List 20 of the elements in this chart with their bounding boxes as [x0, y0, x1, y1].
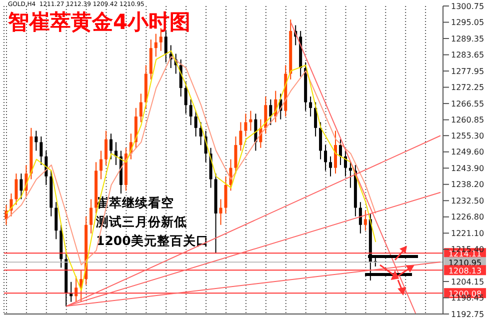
y-tick-label: 1243.90: [451, 164, 484, 173]
ref-line-label: 1210.95: [448, 258, 482, 268]
y-tick-label: 1204.15: [451, 277, 484, 286]
ref-line-label: 1208.13: [448, 266, 482, 276]
y-tick-label: 1249.60: [451, 148, 484, 157]
y-tick-label: 1255.30: [451, 131, 484, 140]
y-tick-label: 1289.35: [451, 34, 484, 44]
y-tick-label: 1277.95: [451, 66, 484, 76]
y-tick-label: 1295.05: [451, 18, 484, 28]
chart-title: 智崔萃黄金4小时图: [8, 9, 191, 36]
y-tick-label: 1192.75: [451, 310, 484, 319]
y-tick-label: 1300.75: [451, 2, 484, 11]
y-tick-label: 1226.80: [451, 212, 484, 222]
y-tick-label: 1221.10: [451, 228, 484, 238]
y-tick-label: 1283.65: [451, 50, 484, 60]
y-tick-label: 1272.25: [451, 83, 484, 92]
y-tick-label: 1260.85: [451, 116, 484, 125]
y-tick-label: 1232.50: [451, 196, 484, 206]
y-tick-label: 1266.55: [451, 99, 484, 108]
y-tick-label: 1238.20: [451, 180, 484, 190]
